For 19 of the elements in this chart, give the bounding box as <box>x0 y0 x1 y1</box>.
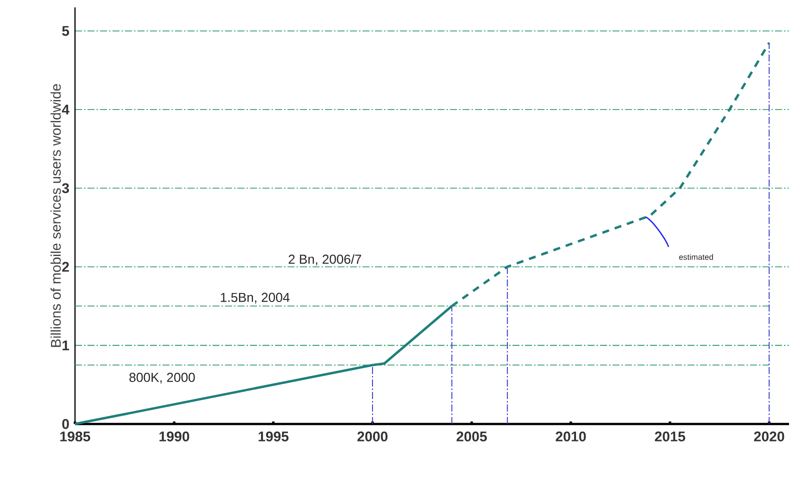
x-tick-label: 2010 <box>556 432 586 442</box>
y-tick-label: 4 <box>62 104 70 114</box>
x-tick-label: 2015 <box>654 432 686 442</box>
x-tick-label: 2005 <box>456 432 487 442</box>
annotation: 1.5Bn, 2004 <box>220 292 290 304</box>
annotation: 2 Bn, 2006/7 <box>288 254 362 266</box>
x-tick-label: 1995 <box>258 432 289 442</box>
y-tick-label: 0 <box>62 419 69 429</box>
y-tick-label: 1 <box>62 340 70 350</box>
x-tick-label: 1990 <box>159 432 190 442</box>
y-tick-label: 5 <box>62 26 70 36</box>
x-tick-label: 2000 <box>357 432 388 442</box>
y-tick-label: 3 <box>62 183 69 194</box>
y-tick-label: 2 <box>62 262 69 272</box>
annotation: 800K, 2000 <box>129 372 195 384</box>
x-tick-label: 2020 <box>754 432 784 442</box>
y-axis-title: Billions of mobile services users worldwide <box>50 84 61 347</box>
annotation: estimated <box>679 254 713 260</box>
x-tick-label: 1985 <box>60 432 90 442</box>
